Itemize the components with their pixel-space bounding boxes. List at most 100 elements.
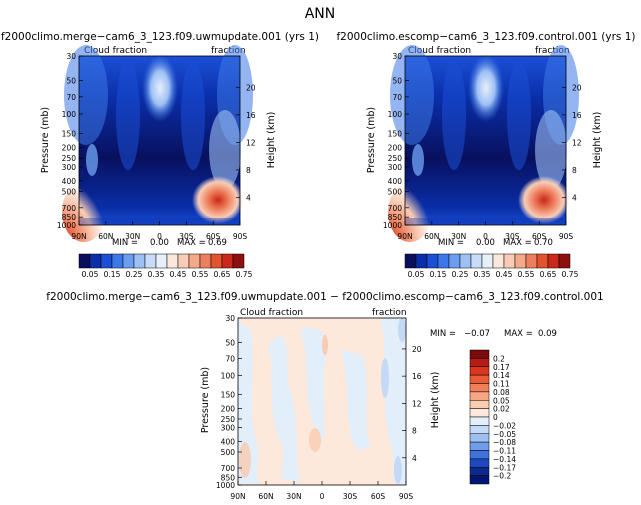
max-value: 0.09: [538, 329, 557, 339]
y-tick-label: 50: [225, 338, 235, 347]
colorbar-swatch: [133, 253, 146, 269]
y2-tick-label: 16: [246, 111, 256, 120]
colorbar-swatch: [415, 253, 428, 269]
colorbar-swatch: [469, 425, 490, 434]
colorbar-label: 0.35: [474, 270, 491, 279]
max-label: MAX =: [504, 329, 533, 339]
x-tick-label: 30S: [179, 232, 194, 241]
colorbar-swatch: [525, 253, 538, 269]
y-tick-label: 70: [66, 93, 76, 102]
colorbar-label: 0.75: [236, 270, 253, 279]
colorbar-swatch: [558, 253, 571, 269]
y2-axis-label: Height (km): [592, 112, 603, 169]
colorbar-swatch: [469, 400, 490, 409]
colorbar-swatch: [448, 253, 461, 269]
min-value: 0.00: [150, 238, 169, 248]
panel-uwmupdate: f2000climo.merge−cam6_3_123.f09.uwmupdat…: [1, 31, 319, 248]
x-tick-label: 0: [483, 232, 488, 241]
colorbar-label: −0.2: [493, 472, 511, 481]
contour-field: [237, 317, 407, 486]
max-value: 0.70: [534, 238, 553, 248]
colorbar-swatch: [144, 253, 157, 269]
max-label: MAX =: [503, 238, 532, 248]
colorbar-label: 0.15: [104, 270, 121, 279]
y-tick-label: 150: [221, 391, 236, 400]
y-tick-label: 30: [225, 314, 235, 323]
colorbar-swatch: [89, 253, 102, 269]
colorbar-swatch: [78, 253, 91, 269]
y-tick-label: 30: [66, 52, 76, 61]
colorbar-label: 0.05: [82, 270, 99, 279]
colorbar-swatch: [469, 475, 490, 485]
y-tick-label: 100: [62, 110, 77, 119]
y-tick-label: 850: [388, 213, 403, 222]
y-tick-label: 70: [225, 354, 235, 363]
x-tick-label: 60S: [532, 232, 547, 241]
x-tick-label: 30N: [451, 232, 466, 241]
panel-title: f2000climo.escomp−cam6_3_123.f09.control…: [336, 31, 635, 43]
panel-difference: f2000climo.merge−cam6_3_123.f09.uwmupdat…: [46, 291, 603, 501]
colorbar-swatch: [469, 450, 490, 460]
colorbar-swatch: [481, 253, 494, 269]
y2-tick-label: 16: [412, 372, 422, 381]
colorbar-label: 0.55: [192, 270, 209, 279]
colorbar-label: 0.55: [518, 270, 535, 279]
colorbar-label: −0.08: [493, 438, 516, 447]
colorbar-label: 0.2: [493, 354, 505, 363]
y2-tick-label: 8: [246, 166, 251, 175]
y2-tick-label: 4: [572, 193, 577, 202]
y-tick-label: 100: [388, 110, 403, 119]
x-tick-label: 60N: [424, 232, 439, 241]
y-tick-label: 100: [221, 371, 236, 380]
colorbar-swatch: [469, 433, 490, 443]
y-tick-label: 500: [62, 188, 77, 197]
y2-axis-label: Height (km): [430, 372, 441, 429]
y-tick-label: 700: [221, 464, 236, 473]
y2-axis-label: Height (km): [266, 112, 277, 169]
y-tick-label: 30: [392, 52, 402, 61]
colorbar-label: 0.45: [170, 270, 187, 279]
colorbar-label: 0.45: [496, 270, 513, 279]
y-tick-label: 150: [388, 130, 403, 139]
panel-title: f2000climo.merge−cam6_3_123.f09.uwmupdat…: [46, 291, 603, 303]
colorbar-swatch: [437, 253, 450, 269]
colorbar-swatch: [469, 416, 490, 426]
y-tick-label: 850: [62, 213, 77, 222]
y2-tick-label: 4: [412, 454, 417, 463]
colorbar-label: 0.75: [562, 270, 579, 279]
y2-tick-label: 20: [572, 83, 582, 92]
colorbar-swatch: [469, 391, 490, 401]
y-tick-label: 50: [66, 77, 76, 86]
y-axis-label: Pressure (mb): [40, 107, 51, 173]
min-value: −0.07: [464, 329, 490, 339]
y2-tick-label: 20: [412, 345, 422, 354]
colorbar-label: 0.17: [493, 363, 510, 372]
y-tick-label: 400: [388, 177, 403, 186]
colorbar-label: −0.14: [493, 455, 516, 464]
y2-tick-label: 12: [572, 138, 582, 147]
x-tick-label: 30N: [286, 492, 301, 501]
panel-title: f2000climo.merge−cam6_3_123.f09.uwmupdat…: [1, 31, 319, 43]
x-tick-label: 60S: [371, 492, 386, 501]
y-tick-label: 300: [388, 163, 403, 172]
x-tick-label: 90N: [230, 492, 245, 501]
y-tick-label: 250: [221, 415, 236, 424]
y-tick-label: 700: [62, 204, 77, 213]
y-tick-label: 300: [221, 424, 236, 433]
colorbar-swatch: [166, 253, 179, 269]
colorbar-swatch: [188, 253, 201, 269]
colorbar-label: 0.11: [493, 380, 510, 389]
colorbar-swatch: [232, 253, 245, 269]
y-tick-label: 1000: [216, 481, 235, 490]
x-tick-label: 90N: [397, 232, 412, 241]
colorbar-swatch: [111, 253, 124, 269]
x-tick-label: 0: [320, 492, 325, 501]
right-label: fraction: [372, 308, 407, 318]
y2-tick-label: 12: [246, 138, 256, 147]
max-value: 0.69: [208, 238, 227, 248]
y-tick-label: 500: [221, 448, 236, 457]
x-tick-label: 30S: [505, 232, 520, 241]
colorbar-label: 0.65: [214, 270, 231, 279]
contour-field: [62, 45, 253, 242]
